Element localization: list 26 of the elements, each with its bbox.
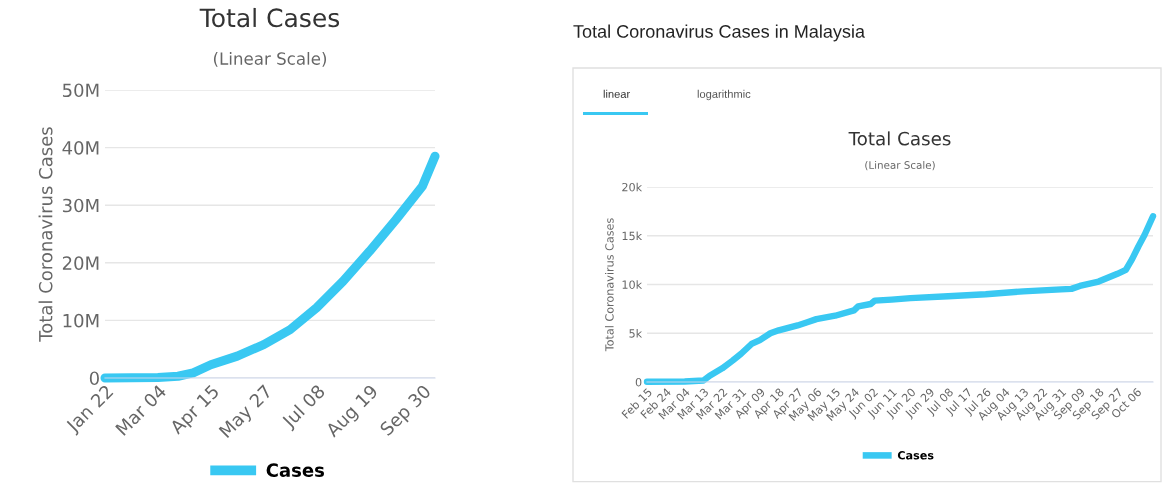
y-axis-title: Total Coronavirus Cases: [38, 127, 53, 342]
y-tick-label: 30M: [62, 198, 99, 213]
y-tick-label: 0: [635, 377, 642, 387]
text: linear: [603, 89, 630, 98]
chart-subtitle: (Linear Scale): [865, 160, 935, 171]
y-tick-label: 5k: [629, 329, 643, 338]
x-tick-label: Sep 30: [379, 383, 434, 439]
legend-label: Cases: [266, 463, 325, 477]
y-tick-label: 40M: [62, 141, 99, 155]
x-tick-label: Jan 22: [64, 384, 116, 436]
y-tick-label: 0: [89, 371, 99, 386]
y-tick-label: 20M: [62, 256, 99, 270]
y-tick-label: 15k: [622, 231, 643, 241]
y-tick-label: 20k: [622, 182, 643, 192]
legend-label: Cases: [897, 451, 934, 460]
text: Total Coronavirus Cases in Malaysia: [573, 24, 866, 42]
y-tick-label: 50M: [62, 83, 99, 98]
text: logarithmic: [697, 89, 751, 101]
x-tick-label: Mar 04: [114, 383, 168, 436]
y-axis-title: Total Coronavirus Cases: [605, 218, 614, 352]
x-tick-label: Jul 08: [280, 383, 328, 432]
y-tick-label: 10M: [63, 313, 99, 328]
y-tick-label: 10k: [622, 280, 643, 289]
chart-title: Total Cases: [199, 7, 340, 28]
chart-subtitle: (Linear Scale): [213, 51, 327, 67]
chart-title: Total Cases: [848, 131, 951, 146]
